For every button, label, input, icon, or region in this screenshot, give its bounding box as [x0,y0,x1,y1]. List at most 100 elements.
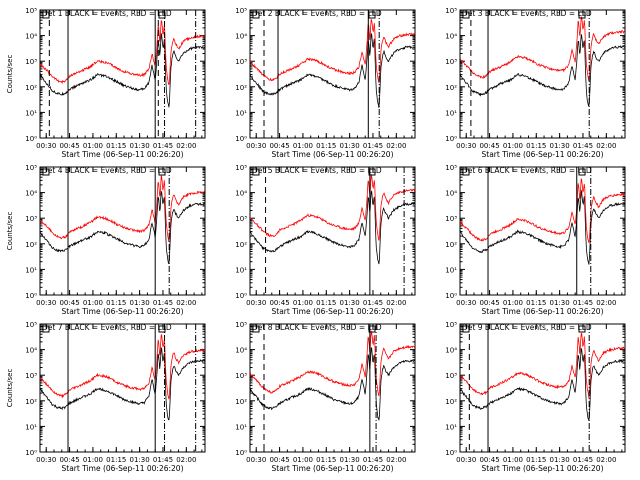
panel-title: Det 1 BLACK = Events, RED = LLD [42,9,172,18]
plot-frame [39,166,206,296]
x-tick-label: 00:45 [269,456,289,464]
marker-box [462,11,470,19]
lld-series-line [460,16,625,81]
x-tick-label: 00:45 [269,142,289,150]
y-tick-label: 10⁰ [235,292,247,300]
y-tick-label: 10² [445,241,457,249]
plot-frame [249,323,416,453]
x-axis-label: Start Time (06-Sep-11 00:26:20) [272,307,394,316]
marker-box [252,11,260,19]
y-tick-label: 10¹ [235,423,247,431]
x-tick-label: 00:45 [479,142,499,150]
panel-title: Det 2 BLACK = Events, RED = LLD [252,9,382,18]
panel-title: Det 4 BLACK = Events, RED = LLD [42,166,172,175]
marker-box [158,168,166,176]
x-tick-label: 00:45 [479,456,499,464]
x-tick-label: 01:45 [573,456,593,464]
y-tick-label: 10⁵ [235,164,247,172]
x-tick-label: 00:30 [456,456,476,464]
y-tick-label: 10² [445,398,457,406]
panel-title: Det 8 BLACK = Events, RED = LLD [252,323,382,332]
x-axis-label: Start Time (06-Sep-11 00:26:20) [62,150,184,159]
y-tick-label: 10³ [235,58,247,66]
x-tick-label: 01:00 [293,299,313,307]
x-tick-label: 01:15 [526,299,546,307]
x-tick-label: 01:15 [316,142,336,150]
marker-box [158,325,166,333]
y-tick-label: 10⁴ [445,347,457,355]
panel-det-7: 10⁰ 10¹ 10² 10³ 10⁴ 10⁵ 00:30 00:45 01:00 01:15 01… [6,321,206,473]
y-tick-label: 10¹ [25,423,37,431]
x-tick-label: 01:15 [106,299,126,307]
x-tick-label: 00:30 [246,456,266,464]
y-tick-label: 10⁰ [445,292,457,300]
marker-box [42,325,50,333]
y-tick-label: 10⁰ [445,135,457,143]
y-tick-label: 10⁴ [25,347,37,355]
panel-title: Det 6 BLACK = Events, RED = LLD [462,166,592,175]
x-tick-label: 01:30 [130,456,150,464]
y-tick-label: 10³ [25,215,37,223]
y-tick-label: 10¹ [445,423,457,431]
lld-series-line [40,175,205,242]
x-tick-label: 00:30 [456,142,476,150]
panel-title: Det 7 BLACK = Events, RED = LLD [42,323,172,332]
x-tick-label: 01:00 [293,456,313,464]
x-tick-label: 01:15 [106,456,126,464]
marker-box [252,168,260,176]
lld-series-line [40,20,205,86]
marker-box [578,11,586,19]
lld-series-line [250,19,415,83]
events-series-line [40,33,205,108]
x-tick-label: 02:00 [596,142,616,150]
y-tick-label: 10¹ [445,266,457,274]
x-tick-label: 01:00 [503,299,523,307]
plot-frame [39,9,206,139]
plot-frame [459,166,626,296]
x-tick-label: 00:30 [36,456,56,464]
events-series-line [250,347,415,421]
y-tick-label: 10³ [445,372,457,380]
y-tick-label: 10⁴ [235,33,247,41]
y-tick-label: 10⁴ [25,33,37,41]
y-tick-label: 10³ [445,58,457,66]
y-tick-label: 10⁵ [25,164,37,172]
y-tick-label: 10¹ [235,109,247,117]
y-tick-label: 10⁵ [445,321,457,329]
y-tick-label: 10² [235,84,247,92]
x-tick-label: 00:45 [59,299,79,307]
panel-det-2: 10⁰ 10¹ 10² 10³ 10⁴ 10⁵ 00:30 00:45 01:00 01:15 01… [235,7,416,159]
x-tick-label: 01:30 [340,456,360,464]
events-series-line [460,348,625,421]
panel-title: Det 9 BLACK = Events, RED = LLD [462,323,592,332]
x-axis-label: Start Time (06-Sep-11 00:26:20) [272,150,394,159]
y-tick-label: 10³ [235,372,247,380]
y-tick-label: 10¹ [25,109,37,117]
x-tick-label: 01:45 [153,299,173,307]
events-series-line [250,190,415,265]
events-series-line [40,190,205,265]
panel-det-3: 10⁰ 10¹ 10² 10³ 10⁴ 10⁵ 00:30 00:45 01:00 01:15 01… [445,7,626,159]
x-tick-label: 00:45 [59,456,79,464]
plot-frame [39,323,206,453]
y-tick-label: 10⁰ [25,449,37,457]
x-tick-label: 00:45 [59,142,79,150]
x-tick-label: 01:45 [153,456,173,464]
marker-box [462,168,470,176]
y-tick-label: 10⁴ [235,190,247,198]
events-series-line [40,347,205,421]
y-tick-label: 10⁰ [445,449,457,457]
x-tick-label: 01:00 [293,142,313,150]
x-tick-label: 01:00 [503,142,523,150]
x-tick-label: 01:30 [340,299,360,307]
y-tick-label: 10³ [445,215,457,223]
marker-box [368,11,376,19]
y-tick-label: 10² [445,84,457,92]
x-axis-label: Start Time (06-Sep-11 00:26:20) [272,464,394,473]
x-tick-label: 01:00 [83,299,103,307]
panel-det-6: 10⁰ 10¹ 10² 10³ 10⁴ 10⁵ 00:30 00:45 01:00 01:15 01… [445,164,626,316]
x-tick-label: 01:30 [130,142,150,150]
x-tick-label: 01:45 [363,142,383,150]
x-tick-label: 01:45 [573,142,593,150]
